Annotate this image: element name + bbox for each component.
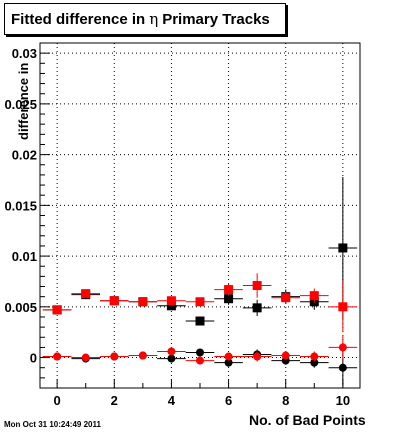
data-point-square bbox=[195, 297, 205, 307]
data-point-circle bbox=[167, 347, 176, 356]
chart-title-part-1: Fitted difference in bbox=[11, 11, 146, 28]
series-2 bbox=[42, 273, 358, 333]
data-point-circle bbox=[338, 363, 347, 372]
data-point-square bbox=[338, 302, 348, 312]
data-point-circle bbox=[81, 353, 90, 362]
data-point-square bbox=[195, 316, 205, 326]
data-point-circle bbox=[167, 354, 176, 363]
data-point-square bbox=[338, 243, 348, 253]
data-point-square bbox=[252, 303, 262, 313]
data-point-square bbox=[109, 296, 119, 306]
y-tick-label: 0.03 bbox=[12, 46, 37, 61]
x-tick-label: 8 bbox=[282, 393, 289, 408]
x-tick-label: 10 bbox=[336, 393, 350, 408]
chart-title: Fitted difference in η Primary Tracks bbox=[11, 10, 270, 28]
data-point-square bbox=[224, 285, 234, 295]
timestamp: Mon Oct 31 10:24:49 2011 bbox=[4, 420, 101, 429]
data-point-square bbox=[252, 281, 262, 291]
data-point-circle bbox=[281, 351, 290, 360]
data-series bbox=[42, 176, 358, 386]
series-4 bbox=[42, 335, 358, 365]
grid bbox=[40, 43, 360, 388]
y-axis-title: difference in bbox=[16, 62, 31, 140]
data-point-circle bbox=[138, 351, 147, 360]
plot-frame bbox=[39, 42, 361, 389]
data-point-circle bbox=[110, 352, 119, 361]
data-point-circle bbox=[224, 352, 233, 361]
y-tick-label: 0.025 bbox=[4, 97, 37, 112]
y-tick-label: 0.01 bbox=[12, 249, 37, 264]
data-point-square bbox=[166, 301, 176, 311]
axes: 0 2 4 6 8 10 0 0.005 0.01 0.015 0.02 0.025 0.03 bbox=[4, 46, 350, 408]
data-point-circle bbox=[310, 358, 319, 367]
chart-title-box: Fitted difference in η Primary Tracks bbox=[4, 3, 286, 35]
data-point-circle bbox=[196, 348, 204, 357]
series-3 bbox=[42, 348, 358, 386]
data-point-circle bbox=[53, 352, 62, 361]
data-point-circle bbox=[338, 343, 347, 352]
y-tick-label: 0 bbox=[30, 351, 37, 366]
data-point-square bbox=[224, 294, 234, 304]
data-point-circle bbox=[196, 356, 204, 365]
y-tick-label: 0.005 bbox=[4, 300, 37, 315]
chart-title-symbol: η bbox=[149, 10, 159, 28]
data-point-square bbox=[52, 305, 62, 315]
chart-title-part-2: Primary Tracks bbox=[162, 11, 270, 28]
y-tick-label: 0.015 bbox=[4, 198, 37, 213]
x-axis-title: No. of Bad Points bbox=[249, 412, 366, 428]
data-point-square bbox=[281, 293, 291, 303]
data-point-circle bbox=[253, 352, 262, 361]
data-point-square bbox=[166, 296, 176, 306]
data-point-circle bbox=[224, 358, 233, 367]
x-tick-label: 2 bbox=[111, 393, 118, 408]
data-point-square bbox=[81, 289, 91, 299]
y-tick-label: 0.02 bbox=[12, 148, 37, 163]
x-tick-label: 0 bbox=[54, 393, 61, 408]
data-point-circle bbox=[310, 352, 319, 361]
data-point-square bbox=[309, 291, 319, 301]
x-tick-label: 4 bbox=[168, 393, 176, 408]
data-point-square bbox=[138, 297, 148, 307]
x-tick-label: 6 bbox=[225, 393, 232, 408]
